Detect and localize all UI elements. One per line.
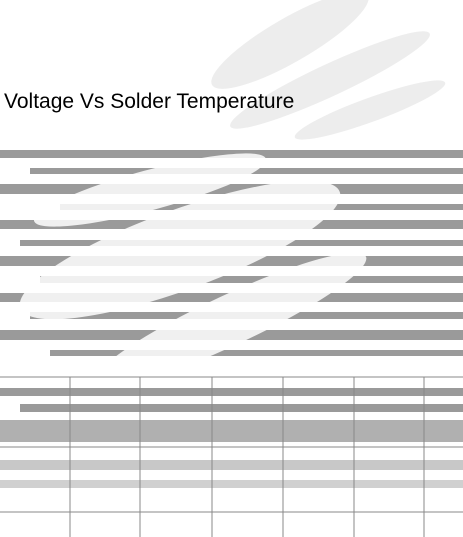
white-swooshes <box>7 140 377 406</box>
page: {"title": "Voltage Vs Solder Temperature… <box>0 0 463 537</box>
chart-image <box>0 0 463 537</box>
chart-title: Voltage Vs Solder Temperature <box>4 90 294 114</box>
grid <box>0 377 463 537</box>
background-swooshes <box>201 0 449 149</box>
